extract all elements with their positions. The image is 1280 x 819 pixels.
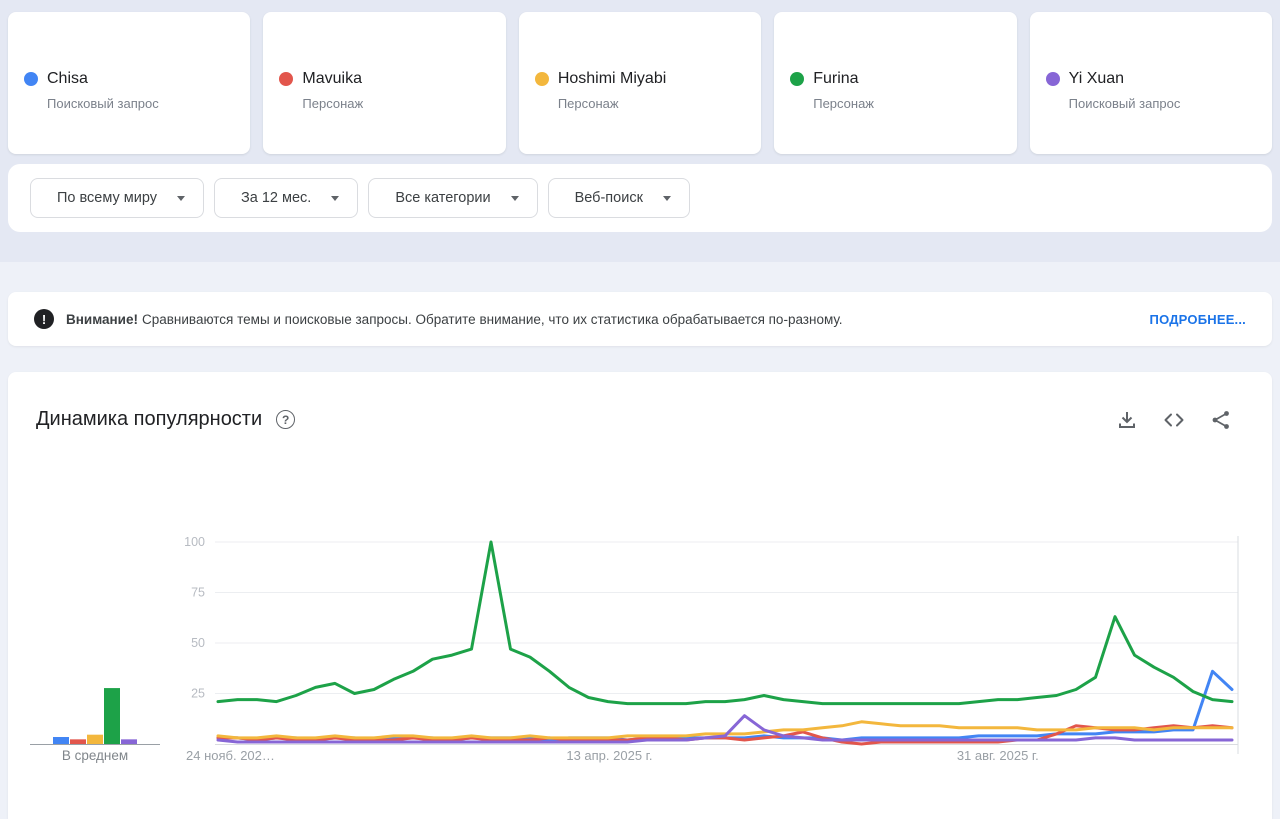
region-filter-value: По всему миру (57, 190, 157, 206)
comparison-card-chisa[interactable]: Chisa Поисковый запрос (8, 12, 251, 154)
x-tick-label: 24 нояб. 202… (186, 748, 275, 763)
learn-more-link[interactable]: ПОДРОБНЕЕ... (1149, 311, 1246, 327)
term-type: Персонаж (302, 96, 364, 111)
average-bar-mavuika (70, 739, 86, 744)
comparison-card-furina[interactable]: Furina Персонаж (774, 12, 1017, 154)
chevron-down-icon (331, 195, 340, 201)
average-bar-hoshimi-miyabi (87, 734, 103, 744)
series-color-dot (1045, 72, 1060, 86)
series-color-dot (279, 72, 294, 86)
category-filter-value: Все категории (395, 190, 491, 206)
x-tick-label: 13 апр. 2025 г. (566, 748, 652, 763)
warning-icon: ! (34, 309, 54, 329)
term-name: Hoshimi Miyabi (557, 70, 667, 87)
y-tick-label: 75 (191, 586, 205, 600)
term-type: Поисковый запрос (1068, 96, 1181, 111)
x-tick-label: 31 авг. 2025 г. (957, 748, 1039, 763)
help-icon[interactable]: ? (276, 410, 296, 429)
series-line-furina (216, 540, 1234, 706)
chart-header: Динамика популярности ? (8, 372, 1272, 431)
chevron-down-icon (177, 195, 185, 201)
y-tick-label: 50 (191, 636, 205, 650)
download-icon[interactable] (1116, 409, 1138, 431)
category-filter-dropdown[interactable]: Все категории (368, 178, 538, 218)
comparison-section: Chisa Поисковый запрос Mavuika Персонаж … (0, 0, 1280, 262)
chevron-down-icon (662, 195, 671, 201)
comparison-card-yi-xuan[interactable]: Yi Xuan Поисковый запрос (1029, 12, 1273, 154)
region-filter-dropdown[interactable]: По всему миру (30, 178, 204, 218)
notice-banner: ! Внимание! Сравниваются темы и поисковые… (8, 292, 1272, 346)
embed-icon[interactable] (1163, 409, 1185, 431)
average-bar-yi-xuan (121, 739, 137, 744)
time-range-filter-value: За 12 мес. (241, 190, 312, 206)
share-icon[interactable] (1210, 409, 1232, 431)
term-name: Yi Xuan (1068, 70, 1125, 87)
search-type-filter-value: Веб-поиск (574, 190, 643, 206)
term-name: Chisa (47, 70, 88, 87)
interest-over-time-chart[interactable]: 25 50 75 100 24 нояб. 202… 13 апр. 2025 г. 31 … (8, 492, 1272, 782)
chart-toolbar (1116, 409, 1232, 431)
filter-bar: По всему миру За 12 мес. Все категории В… (8, 164, 1272, 232)
average-bar-furina (104, 688, 120, 744)
chart-title: Динамика популярности (36, 408, 263, 430)
chevron-down-icon (510, 195, 519, 201)
notice-text: Внимание! Сравниваются темы и поисковые з… (66, 311, 843, 327)
series-color-dot (24, 72, 38, 86)
series-color-dot (534, 72, 549, 86)
y-tick-label: 25 (191, 687, 205, 701)
y-tick-label: 100 (184, 535, 205, 549)
comparison-card-hoshimi-miyabi[interactable]: Hoshimi Miyabi Персонаж (518, 12, 762, 154)
notice-bold-label: Внимание! (66, 311, 138, 327)
interest-over-time-card: Динамика популярности ? 25 50 75 100 24 нояб… (8, 372, 1272, 819)
search-type-filter-dropdown[interactable]: Веб-поиск (547, 178, 690, 218)
term-name: Mavuika (302, 70, 362, 87)
comparison-card-mavuika[interactable]: Mavuika Персонаж (263, 12, 506, 154)
series-line-yi-xuan (216, 714, 1234, 744)
average-label: В среднем (62, 748, 128, 763)
series-color-dot (790, 72, 805, 86)
term-type: Персонаж (557, 96, 619, 111)
term-name: Furina (813, 70, 859, 87)
term-type: Персонаж (813, 96, 875, 111)
comparison-cards-row: Chisa Поисковый запрос Mavuika Персонаж … (8, 12, 1273, 154)
term-type: Поисковый запрос (47, 96, 159, 111)
time-range-filter-dropdown[interactable]: За 12 мес. (214, 178, 359, 218)
average-bar-chisa (53, 737, 69, 744)
